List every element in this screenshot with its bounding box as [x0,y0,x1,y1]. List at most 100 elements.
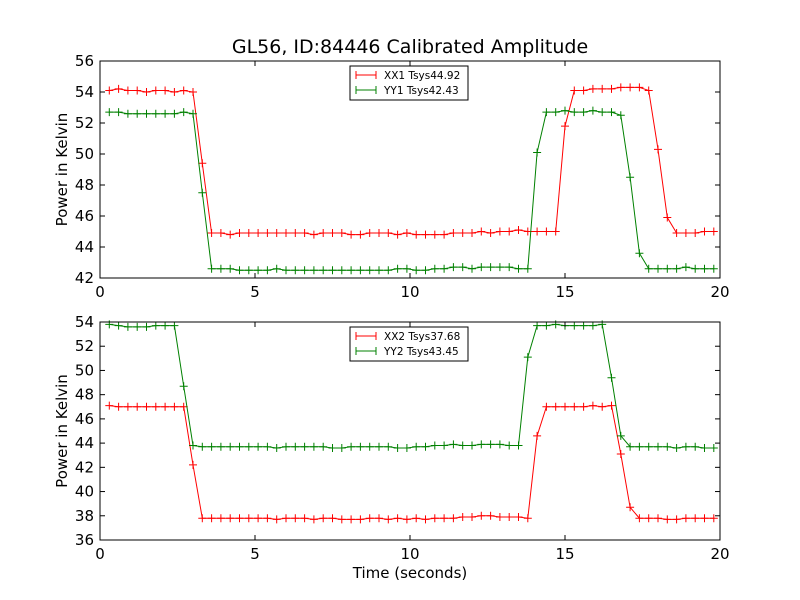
x-tick-label: 5 [250,283,260,301]
data-point [570,108,579,117]
data-point [337,515,346,524]
data-point [151,86,160,95]
data-point [244,514,253,523]
data-point [505,441,514,450]
data-point [337,229,346,238]
data-point [272,264,281,273]
data-point [607,373,616,382]
data-point [319,514,328,523]
legend-box [349,326,469,362]
data-point [505,263,514,272]
data-point [570,402,579,411]
data-point [607,401,616,410]
legend-marker [355,332,377,340]
legend-marker [355,71,377,79]
data-point [402,264,411,273]
data-point [421,515,430,524]
data-point [105,401,114,410]
data-point [328,514,337,523]
data-point [458,263,467,272]
data-point [300,442,309,451]
data-point [207,442,216,451]
y-tick-label: 50 [75,361,94,379]
data-point [254,229,263,238]
data-point [337,443,346,452]
data-point [458,512,467,521]
legend-label: XX2 Tsys37.68 [384,331,460,343]
data-point [365,266,374,275]
y-tick-label: 56 [75,52,94,70]
data-point [198,442,207,451]
legend: XX2 Tsys37.68 YY2 Tsys43.45 [349,326,469,362]
data-point [672,264,681,273]
data-point [123,86,132,95]
data-point [542,108,551,117]
data-point [421,230,430,239]
data-point [254,514,263,523]
data-point [709,264,718,273]
data-point [105,108,114,117]
data-point [672,515,681,524]
data-point [114,402,123,411]
data-point [114,108,123,117]
data-point [291,266,300,275]
data-point [291,442,300,451]
data-point [347,230,356,239]
data-point [216,264,225,273]
data-point [282,266,290,275]
data-point [654,442,662,451]
y-tick-label: 48 [75,176,94,194]
x-tick-label: 10 [400,283,419,301]
data-point [477,440,486,449]
legend-label: YY2 Tsys43.45 [383,346,459,358]
data-point [142,88,151,96]
x-tick-label: 15 [555,545,574,563]
x-axis-label: Time (seconds) [352,564,468,582]
data-point [263,442,272,451]
data-point [626,442,635,451]
data-point [551,108,560,117]
data-point [598,84,607,93]
data-point [179,86,188,95]
y-tick-label: 44 [75,238,94,256]
data-point [663,213,672,222]
data-point [663,442,672,451]
data-point [495,440,504,449]
data-point [616,431,625,440]
data-point [449,229,458,238]
y-tick-label: 54 [75,83,94,101]
data-point [449,440,458,449]
data-point [495,227,504,236]
data-point [170,109,179,118]
data-point [672,229,681,238]
data-point [170,321,179,330]
data-point [161,86,170,95]
data-point [700,264,709,273]
data-point [626,503,635,512]
data-point [384,515,393,524]
data-point [384,442,393,451]
data-point [254,442,263,451]
data-point [393,264,402,273]
data-point [440,514,449,523]
legend-marker [355,86,377,94]
data-point [709,227,718,236]
data-point [300,514,309,523]
y-tick-label: 46 [75,410,94,428]
data-point [626,173,635,182]
data-point [356,515,365,524]
data-point [123,402,132,411]
data-point [430,264,439,273]
data-point [486,263,495,272]
data-point [114,321,123,330]
data-point [607,84,616,93]
data-point [402,443,411,452]
data-point [198,188,207,197]
data-point [263,266,272,275]
data-point [644,86,653,95]
data-point [626,83,635,92]
data-point [207,229,216,238]
figure-title: GL56, ID:84446 Calibrated Amplitude [232,36,588,58]
data-point [533,148,542,157]
data-point [161,321,170,330]
